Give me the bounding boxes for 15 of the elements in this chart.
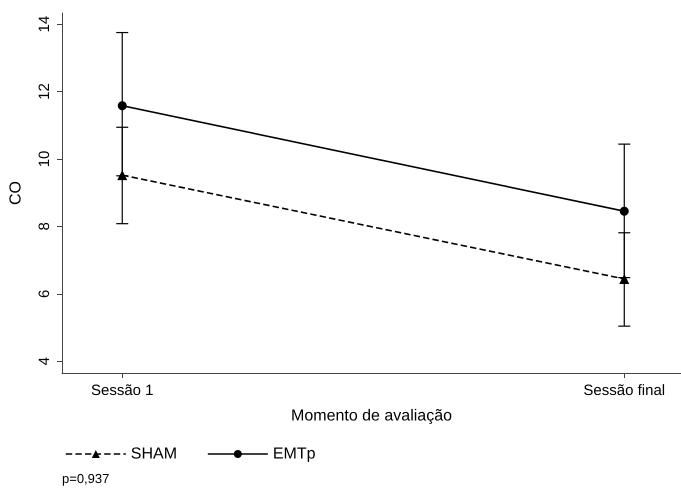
y-tick-label: 12 <box>36 83 53 100</box>
text: p=0,937 <box>62 471 110 486</box>
y-tick-label: 4 <box>36 357 53 366</box>
point <box>118 101 127 110</box>
legend-label: EMTp <box>272 446 316 462</box>
x-axis-title: Momento de avaliação <box>291 408 452 424</box>
point <box>620 206 629 216</box>
y-tick-label: 6 <box>36 290 53 298</box>
y-tick-label: 14 <box>36 16 53 32</box>
legend-label: SHAM <box>130 446 178 462</box>
y-axis-title: CO <box>8 181 24 205</box>
y-tick-label: 10 <box>36 150 53 168</box>
x-tick-label: Sessão final <box>583 382 666 399</box>
x-tick-label: Sessão 1 <box>90 382 154 399</box>
y-tick-label: 8 <box>36 222 53 231</box>
